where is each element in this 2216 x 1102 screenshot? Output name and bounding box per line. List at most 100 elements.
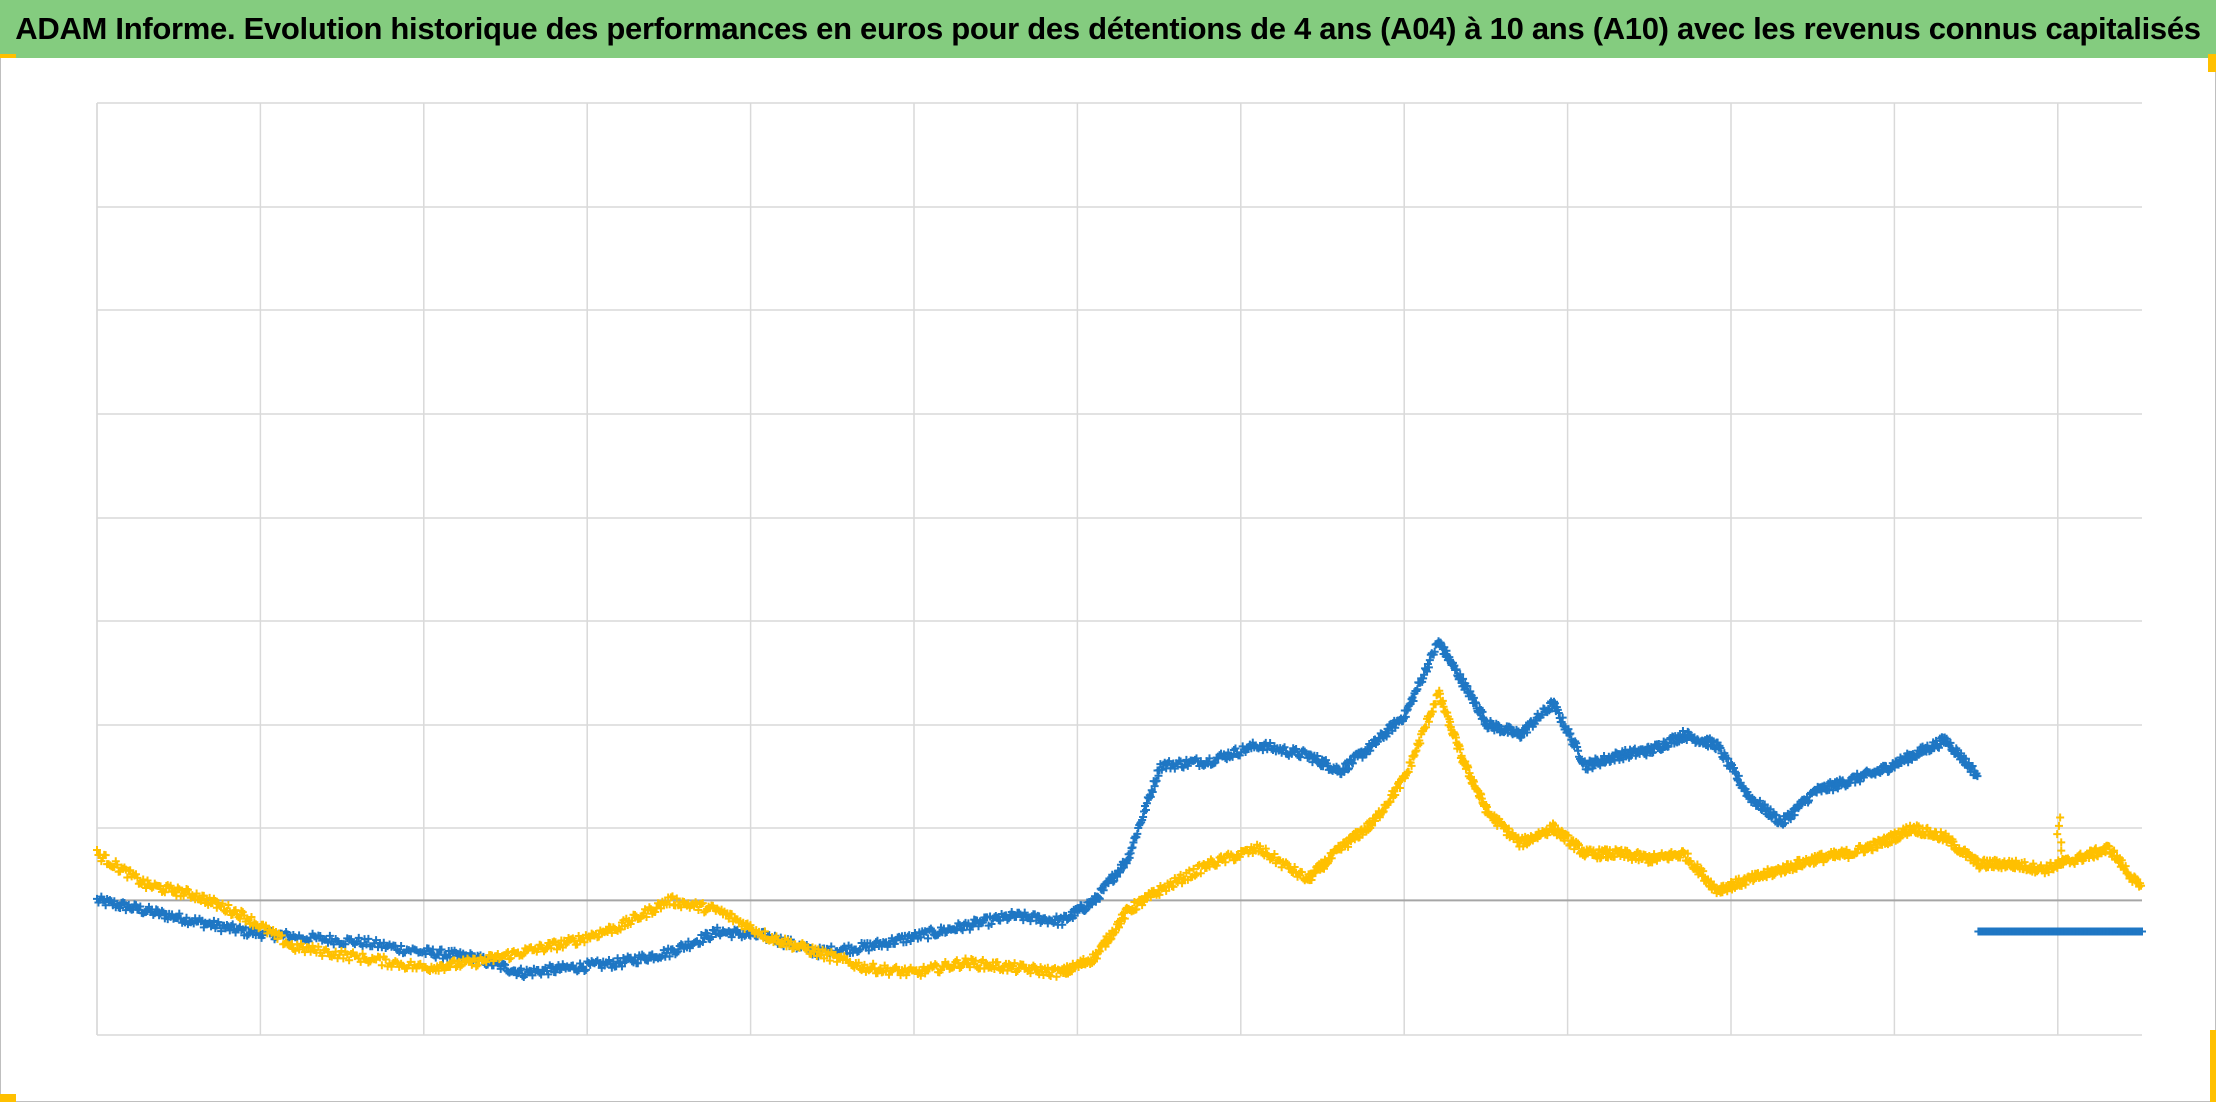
series-a10-point [1902,823,1911,832]
series-a04-point [1095,894,1104,903]
series-a10-point [1192,870,1201,879]
series-a10-point [235,914,244,923]
series-a04-point [958,926,967,935]
series-a04-point [674,947,683,956]
series-a04-point [1183,761,1192,770]
series-a04-point [437,945,446,954]
series-a10-point [1404,767,1413,776]
series-a04-point [1409,697,1418,706]
series-a10-point [698,899,707,908]
series-a10-point [1412,746,1421,755]
series-a04-point [577,962,586,971]
series-a04-point [364,934,373,943]
series-a04-point [496,964,505,973]
series-a10-point [1120,914,1129,923]
series-a04-point [643,956,652,965]
series-a04-point [228,920,237,929]
series-a10-point [489,957,498,966]
series-a10-point [113,860,122,869]
series-a10-point [519,949,528,958]
series-a10-point [1029,961,1038,970]
series-a10-point [1297,868,1306,877]
series-a10-point [971,956,980,965]
series-a10-point [931,960,940,969]
series-a04-point [1558,713,1567,722]
series-a10-point [981,958,990,967]
series-a04-point [397,941,406,950]
series-a10-point [506,954,515,963]
series-a04-point [630,953,639,962]
series-a10-point [773,935,782,944]
series-a10-point [1407,761,1416,770]
series-a04-point [923,934,932,943]
series-a10-point [1026,969,1035,978]
series-a10-point [2057,846,2066,855]
series-a10-point [1107,934,1116,943]
resize-handle-top-right[interactable] [2208,54,2216,72]
series-a10-point [1391,790,1400,799]
series-a04-point [105,896,114,905]
series-a04-point [724,927,733,936]
series-a04-point [136,902,145,911]
series-a10-point [1214,858,1223,867]
series-a10-point [166,881,175,890]
series-a10-point [2057,838,2066,847]
series-a10-point [179,891,188,900]
series-a04-point [1755,796,1764,805]
series-a04-point [916,933,925,942]
series-a04-point [1019,916,1028,925]
series-a10-point [799,940,808,949]
series-a10-point [615,924,624,933]
series-a10-point [949,962,958,971]
resize-handle-right[interactable] [2210,1030,2216,1102]
series-a10-point [1693,860,1702,869]
series-a04-point [1734,771,1743,780]
series-a10-point [169,887,178,896]
series-a04-point [1430,647,1439,656]
series-a04-point [1780,819,1789,828]
series-a10-point [1185,866,1194,875]
series-a04-point [1070,911,1079,920]
series-a04-point [978,918,987,927]
series-a04-point [1348,759,1357,768]
series-a10-point [183,885,192,894]
series-a04-point [968,920,977,929]
series-a04-point [1035,912,1044,921]
series-a10-point [339,954,348,963]
series-a10-point [101,851,110,860]
series-a10-point [1043,963,1052,972]
series-a10-point [345,956,354,965]
series-a04-point [551,968,560,977]
series-a04-point [604,955,613,964]
series-a04-point [1205,754,1214,763]
series-a10-point [1221,858,1230,867]
series-a10-point [628,916,637,925]
series-a04-point [665,952,674,961]
series-a10-point [470,954,479,963]
series-a10-point [1010,959,1019,968]
series-a10-point [165,883,174,892]
series-a10-point [1196,869,1205,878]
series-a04-point [354,933,363,942]
series-a10-point [234,913,243,922]
resize-handle-bottom-left[interactable] [0,1094,16,1102]
series-a10-point [1386,797,1395,806]
resize-handle-top-left[interactable] [0,54,16,58]
series-a04-point [428,945,437,954]
series-a10-point [740,924,749,933]
series-a10-point [133,873,142,882]
series-a10-point [2110,846,2119,855]
series-a04-point [209,916,218,925]
series-a10-point [237,906,246,915]
series-a04-point [341,940,350,949]
series-a10-point [2105,842,2114,851]
series-a10-point [1052,972,1061,981]
series-a10-point [547,944,556,953]
series-a10-point [393,958,402,967]
series-a10-point [965,963,974,972]
series-a10-point [93,846,101,855]
series-a10-point [1344,842,1353,851]
series-a10-point [602,926,611,935]
series-a04-point [1157,765,1166,774]
